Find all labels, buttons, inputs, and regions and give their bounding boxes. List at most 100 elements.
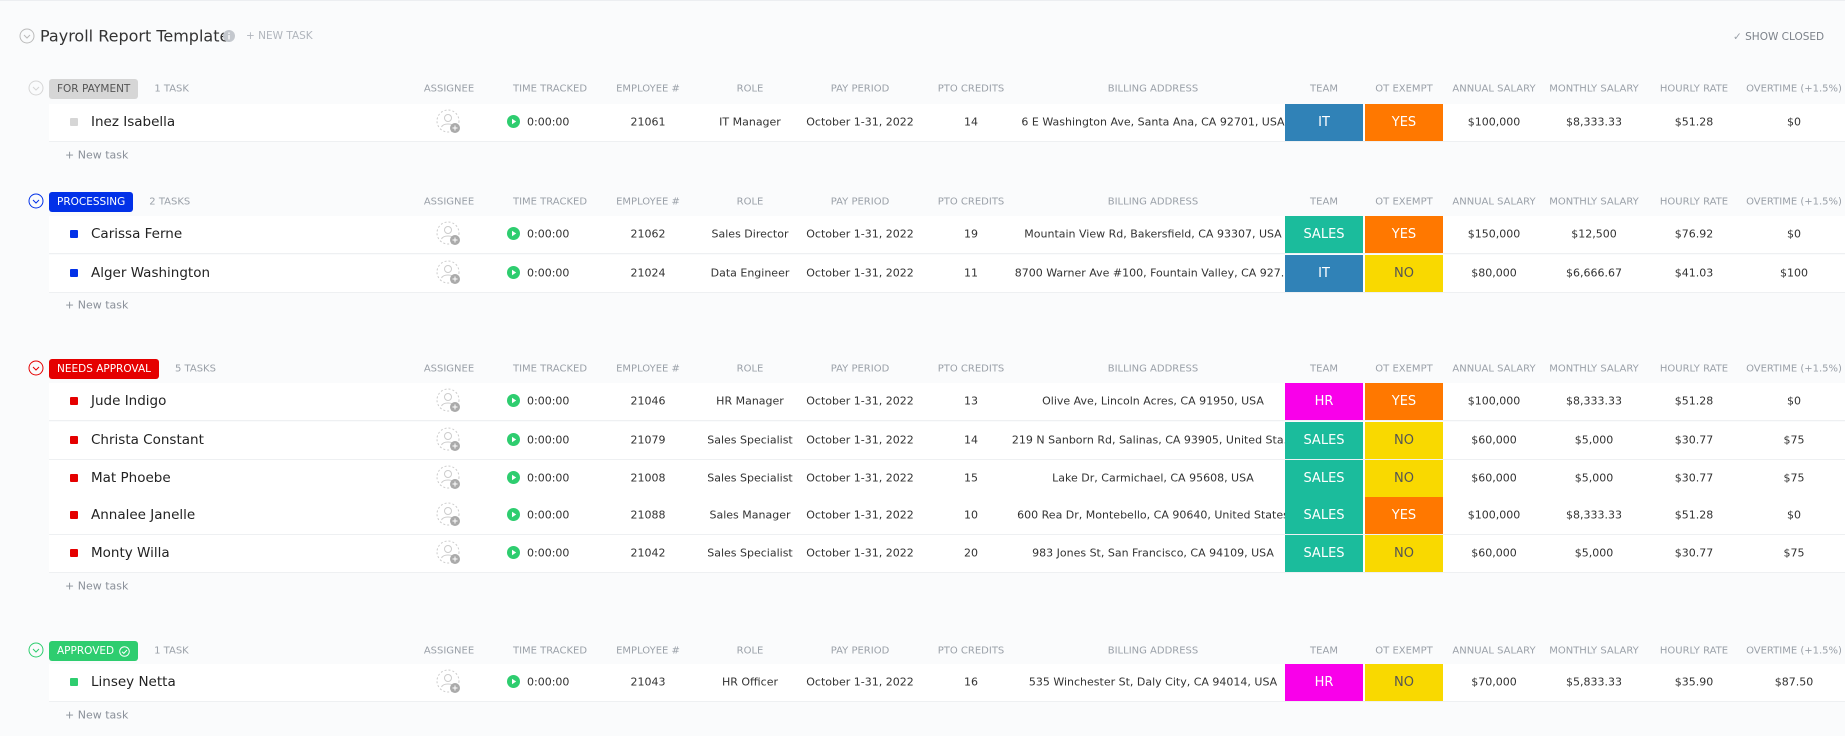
tag-team[interactable]: SALES [1285,421,1363,459]
column-header: TIME TRACKED [512,363,588,375]
status-pill[interactable]: PROCESSING [49,192,134,212]
task-name[interactable]: Inez Isabella [91,114,176,130]
time-tracked: 0:00:00 [527,227,570,241]
task-row[interactable] [49,663,1845,702]
task-name[interactable]: Monty Willa [91,545,170,561]
collapse-icon[interactable] [28,80,44,96]
task-name[interactable]: Carissa Ferne [91,226,183,242]
assignee-icon[interactable] [436,221,462,247]
cell-annual: $100,000 [1467,394,1521,408]
column-header: ROLE [736,363,764,375]
new-task-link[interactable]: + New task [65,298,129,312]
column-header: ROLE [736,83,764,95]
task-row[interactable] [49,103,1845,142]
tag-ot[interactable]: NO [1365,534,1443,572]
collapse-icon[interactable] [28,360,44,376]
task-row[interactable] [49,382,1845,421]
assignee-icon[interactable] [436,260,462,286]
cell-pto: 19 [964,227,978,241]
assignee-icon[interactable] [436,669,462,695]
assignee-icon[interactable] [436,465,462,491]
column-header: MONTHLY SALARY [1549,363,1639,375]
tag-team[interactable]: SALES [1285,534,1363,572]
task-name[interactable]: Alger Washington [91,265,211,281]
task-name[interactable]: Jude Indigo [91,393,167,409]
collapse-icon[interactable] [19,28,35,44]
task-name[interactable]: Annalee Janelle [91,507,196,523]
tag-ot[interactable]: YES [1365,215,1443,253]
cell-annual: $100,000 [1467,508,1521,522]
timer-play-icon[interactable] [507,546,520,559]
tag-team[interactable]: SALES [1285,459,1363,497]
tag-ot[interactable]: YES [1365,496,1443,534]
info-icon[interactable] [223,30,235,42]
column-header: ASSIGNEE [423,645,475,657]
column-header: OVERTIME (+1.5%) [1746,83,1842,95]
tag-ot[interactable]: YES [1365,103,1443,141]
task-row[interactable] [49,534,1845,573]
tag-team[interactable]: HR [1285,382,1363,420]
column-header: EMPLOYEE # [616,196,680,208]
column-header: BILLING ADDRESS [1107,196,1199,208]
cell-monthly: $6,666.67 [1566,266,1622,280]
timer-play-icon[interactable] [507,266,520,279]
tag-ot[interactable]: NO [1365,254,1443,292]
task-row[interactable] [49,421,1845,460]
assignee-icon[interactable] [436,540,462,566]
new-task-link[interactable]: + New task [65,579,129,593]
tag-ot[interactable]: YES [1365,382,1443,420]
task-row[interactable] [49,254,1845,293]
cell-address: Olive Ave, Lincoln Acres, CA 91950, USA [1042,394,1264,408]
column-header: TEAM [1310,363,1338,375]
new-task-button[interactable]: + NEW TASK [246,30,313,42]
column-header: PTO CREDITS [937,363,1005,375]
assignee-icon[interactable] [436,502,462,528]
task-row[interactable] [49,496,1845,535]
task-row[interactable] [49,459,1845,498]
timer-play-icon[interactable] [507,394,520,407]
tag-ot[interactable]: NO [1365,663,1443,701]
cell-pto: 15 [964,471,978,485]
column-header: PTO CREDITS [937,196,1005,208]
status-pill[interactable]: FOR PAYMENT [49,79,139,99]
cell-monthly: $8,333.33 [1566,508,1622,522]
tag-team[interactable]: IT [1285,103,1363,141]
tag-team[interactable]: HR [1285,663,1363,701]
task-name[interactable]: Linsey Netta [91,674,176,690]
timer-play-icon[interactable] [507,471,520,484]
timer-play-icon[interactable] [507,227,520,240]
collapse-icon[interactable] [28,642,44,658]
status-pill[interactable]: NEEDS APPROVAL [49,359,159,379]
assignee-icon[interactable] [436,427,462,453]
status-square [70,549,78,557]
status-pill[interactable]: APPROVED [49,641,139,661]
task-name[interactable]: Mat Phoebe [91,470,171,486]
cell-overtime: $0 [1787,115,1801,129]
collapse-icon[interactable] [28,193,44,209]
tag-team[interactable]: SALES [1285,496,1363,534]
timer-play-icon[interactable] [507,675,520,688]
new-task-link[interactable]: + New task [65,148,129,162]
cell-overtime: $100 [1780,266,1808,280]
time-tracked: 0:00:00 [527,508,570,522]
tag-team[interactable]: SALES [1285,215,1363,253]
tag-team[interactable]: IT [1285,254,1363,292]
timer-play-icon[interactable] [507,115,520,128]
task-name[interactable]: Christa Constant [91,432,204,448]
cell-period: October 1-31, 2022 [806,546,914,560]
task-row[interactable] [49,215,1845,254]
assignee-icon[interactable] [436,109,462,135]
tag-ot[interactable]: NO [1365,459,1443,497]
new-task-link[interactable]: + New task [65,708,129,722]
cell-overtime: $75 [1783,471,1805,485]
time-tracked: 0:00:00 [527,433,570,447]
column-header: ANNUAL SALARY [1452,196,1536,208]
status-square [70,118,78,126]
cell-annual: $60,000 [1471,546,1517,560]
timer-play-icon[interactable] [507,433,520,446]
tag-ot[interactable]: NO [1365,421,1443,459]
assignee-icon[interactable] [436,388,462,414]
cell-role: Sales Manager [709,508,791,522]
timer-play-icon[interactable] [507,508,520,521]
show-closed-toggle[interactable]: ✓ SHOW CLOSED [1733,31,1825,43]
